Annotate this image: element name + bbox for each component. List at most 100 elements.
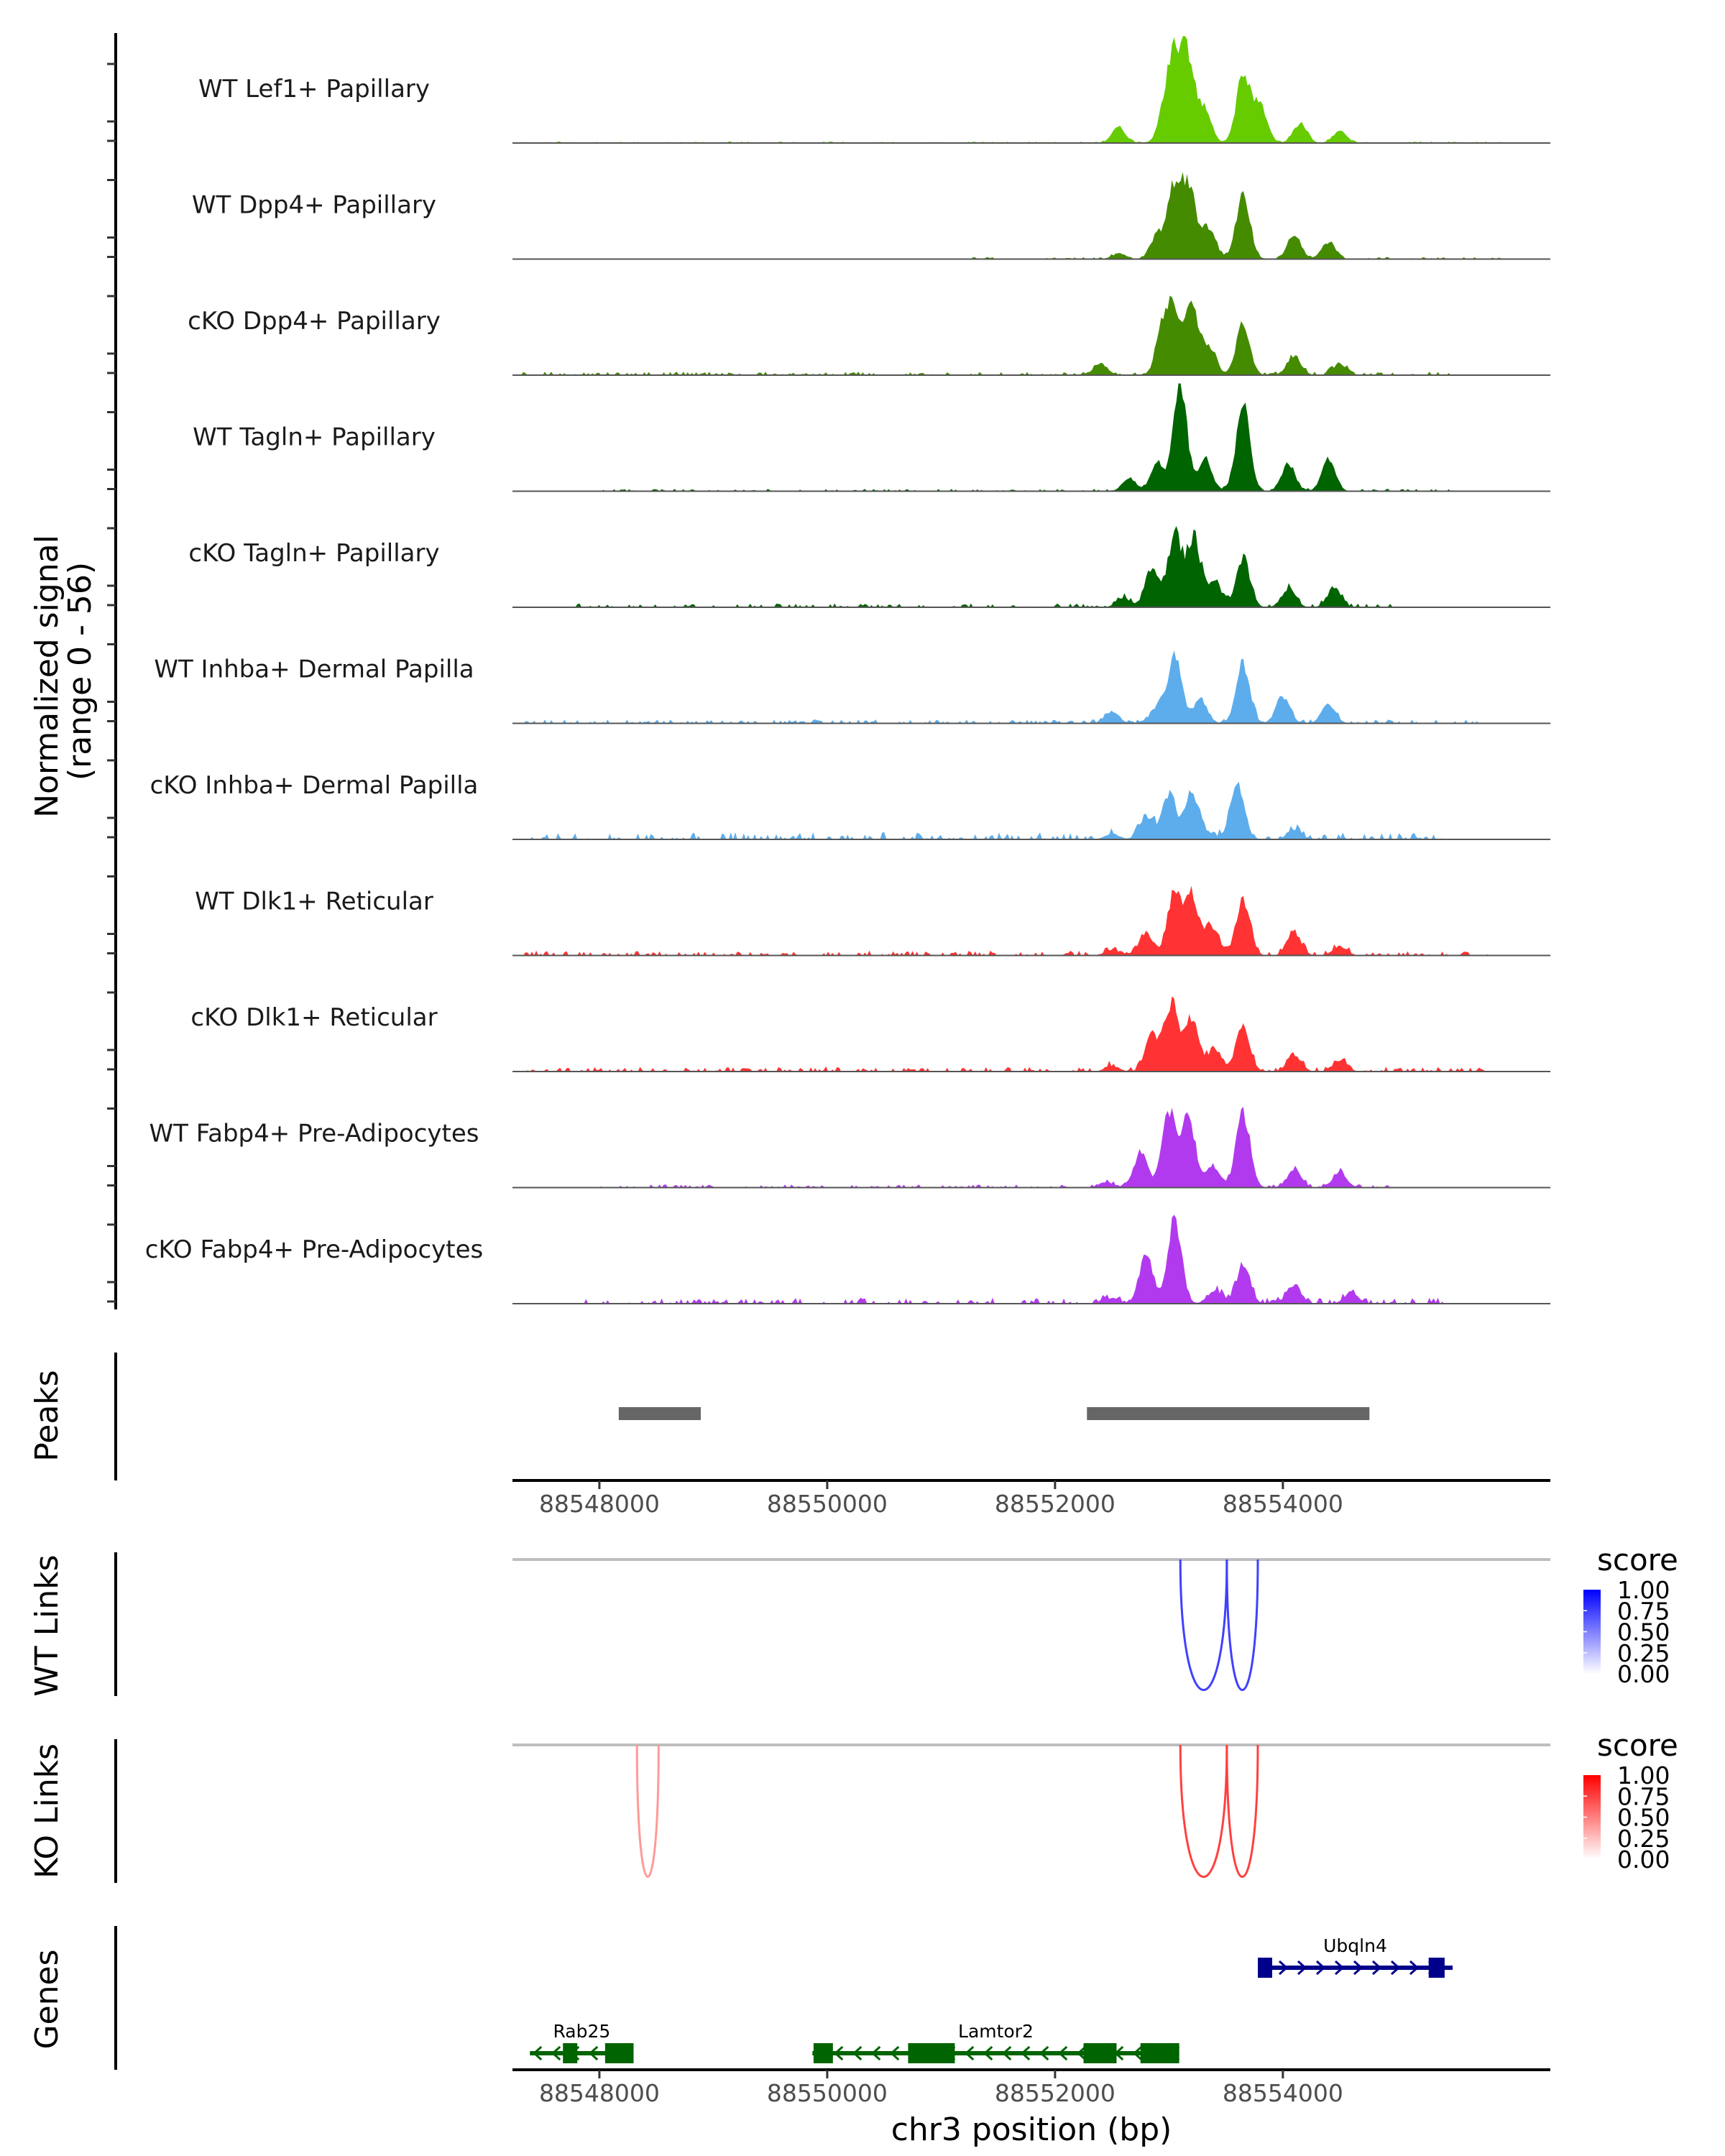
coverage-track: WT Lef1+ Papillary xyxy=(198,36,1550,144)
coverage-track: WT Dpp4+ Papillary xyxy=(192,172,1550,260)
legend-tick-label: 1.00 xyxy=(1617,1761,1670,1789)
genes-track: Ubqln4 Rab25 Lamtor2 xyxy=(530,1935,1453,2063)
strand-arrow-icon xyxy=(983,2045,993,2061)
gene-exon xyxy=(1428,1958,1445,1978)
link-arc xyxy=(635,1744,660,1878)
coverage-tracks: WT Lef1+ Papillary WT Dpp4+ Papillary cKO … xyxy=(145,36,1550,1304)
genes-x-axis-ticks: 88548000 88550000 88552000 88554000 xyxy=(539,2070,1343,2107)
coverage-area xyxy=(512,36,1550,143)
coverage-track-label: WT Lef1+ Papillary xyxy=(198,75,430,103)
gene-exon xyxy=(908,2043,955,2063)
x-axis-tick-label: 88548000 xyxy=(539,1490,660,1518)
coverage-area xyxy=(512,295,1550,375)
strand-arrow-icon xyxy=(1133,2045,1143,2061)
peak-region xyxy=(618,1407,701,1420)
gene-exon xyxy=(1140,2043,1179,2063)
coverage-area xyxy=(512,781,1550,839)
wt-links-track-label: WT Links xyxy=(29,1554,65,1696)
coverage-track-label: WT Dpp4+ Papillary xyxy=(192,191,436,220)
legend-tick-label: 0.00 xyxy=(1617,1846,1670,1874)
legend-title: score xyxy=(1597,1728,1678,1763)
legend-tick-label: 0.25 xyxy=(1617,1825,1670,1853)
coverage-track-label: cKO Inhba+ Dermal Papilla xyxy=(150,771,479,800)
peaks-track-label: Peaks xyxy=(29,1370,65,1461)
x-axis-tick-label: 88550000 xyxy=(767,1490,888,1518)
strand-arrow-icon xyxy=(1315,1960,1326,1976)
coverage-area xyxy=(512,650,1550,724)
legend-tick-label: 0.25 xyxy=(1617,1639,1670,1667)
link-arc xyxy=(1225,1559,1259,1691)
coverage-track: WT Inhba+ Dermal Papilla xyxy=(154,650,1550,724)
link-arc xyxy=(1179,1744,1228,1878)
coverage-track: WT Dlk1+ Reticular xyxy=(195,885,1550,957)
gene-model: Ubqln4 xyxy=(1257,1935,1453,1978)
peaks-x-axis-ticks: 88548000 88550000 88552000 88554000 xyxy=(539,1480,1343,1518)
wt-links-track xyxy=(512,1558,1550,1691)
x-axis-tick-label: 88552000 xyxy=(995,2079,1116,2107)
strand-arrow-icon xyxy=(1002,2045,1012,2061)
legend-tick-label: 0.75 xyxy=(1617,1597,1670,1625)
strand-arrow-icon xyxy=(551,2045,561,2061)
coverage-y-axis-title: Normalized signal (range 0 - 56) xyxy=(29,525,98,818)
x-axis-tick-label: 88550000 xyxy=(767,2079,888,2107)
coverage-area xyxy=(512,885,1550,956)
peak-region xyxy=(1087,1407,1370,1420)
link-arc xyxy=(1225,1744,1259,1879)
coverage-track-label: WT Tagln+ Papillary xyxy=(193,423,436,452)
coverage-track: cKO Fabp4+ Pre-Adipocytes xyxy=(145,1215,1550,1304)
coverage-area xyxy=(512,172,1550,259)
coverage-area xyxy=(512,1107,1550,1188)
strand-arrow-icon xyxy=(1371,1960,1382,1976)
strand-arrow-icon xyxy=(1334,1960,1345,1976)
strand-arrow-icon xyxy=(965,2045,975,2061)
coverage-track-label: cKO Tagln+ Papillary xyxy=(188,539,439,568)
gene-model: Rab25 xyxy=(530,2021,634,2063)
coverage-area xyxy=(512,383,1550,492)
x-axis-title: chr3 position (bp) xyxy=(891,2111,1172,2148)
gene-exon xyxy=(813,2043,833,2063)
ko-links-track xyxy=(512,1743,1550,1879)
legend-tick-label: 0.75 xyxy=(1617,1782,1670,1810)
link-arc xyxy=(1179,1559,1228,1691)
strand-arrow-icon xyxy=(533,2045,543,2061)
strand-arrow-icon xyxy=(1021,2045,1031,2061)
coverage-track-label: WT Dlk1+ Reticular xyxy=(195,888,433,916)
strand-arrow-icon xyxy=(1278,1960,1289,1976)
strand-arrow-icon xyxy=(1390,1960,1401,1976)
x-axis-tick-label: 88554000 xyxy=(1223,1490,1343,1518)
gene-name-label: Ubqln4 xyxy=(1323,1935,1387,1956)
strand-arrow-icon xyxy=(1409,1960,1420,1976)
coverage-track-label: cKO Dlk1+ Reticular xyxy=(190,1003,437,1032)
ko-links-track-label: KO Links xyxy=(29,1743,65,1879)
x-axis-tick-label: 88552000 xyxy=(995,1490,1116,1518)
genes-track-label: Genes xyxy=(29,1949,65,2049)
strand-arrow-icon xyxy=(1077,2045,1087,2061)
coverage-track-label: WT Inhba+ Dermal Papilla xyxy=(154,655,474,684)
legend-tick-label: 0.50 xyxy=(1617,1804,1670,1832)
gene-name-label: Rab25 xyxy=(553,2021,610,2042)
coverage-area xyxy=(512,525,1550,607)
coverage-y-axis-title-line2: (range 0 - 56) xyxy=(62,562,98,780)
x-axis-tick-label: 88554000 xyxy=(1223,2079,1343,2107)
legend-tick-label: 0.50 xyxy=(1617,1618,1670,1646)
coverage-y-axis-ticks xyxy=(107,63,116,1303)
strand-arrow-icon xyxy=(852,2045,862,2061)
strand-arrow-icon xyxy=(1058,2045,1068,2061)
gene-name-label: Lamtor2 xyxy=(958,2021,1034,2042)
strand-arrow-icon xyxy=(890,2045,900,2061)
strand-arrow-icon xyxy=(589,2045,599,2061)
strand-arrow-icon xyxy=(1353,1960,1363,1976)
strand-arrow-icon xyxy=(871,2045,881,2061)
coverage-track: cKO Inhba+ Dermal Papilla xyxy=(150,771,1550,840)
coverage-track: WT Tagln+ Papillary xyxy=(193,383,1550,492)
gene-model: Lamtor2 xyxy=(812,2021,1180,2063)
strand-arrow-icon xyxy=(834,2045,844,2061)
coverage-track-label: cKO Fabp4+ Pre-Adipocytes xyxy=(145,1235,484,1264)
gene-exon xyxy=(604,2043,634,2063)
coverage-track: cKO Dlk1+ Reticular xyxy=(190,996,1550,1072)
coverage-track: cKO Tagln+ Papillary xyxy=(188,525,1550,608)
coverage-track-label: cKO Dpp4+ Papillary xyxy=(188,307,441,336)
coverage-area xyxy=(512,1215,1550,1304)
